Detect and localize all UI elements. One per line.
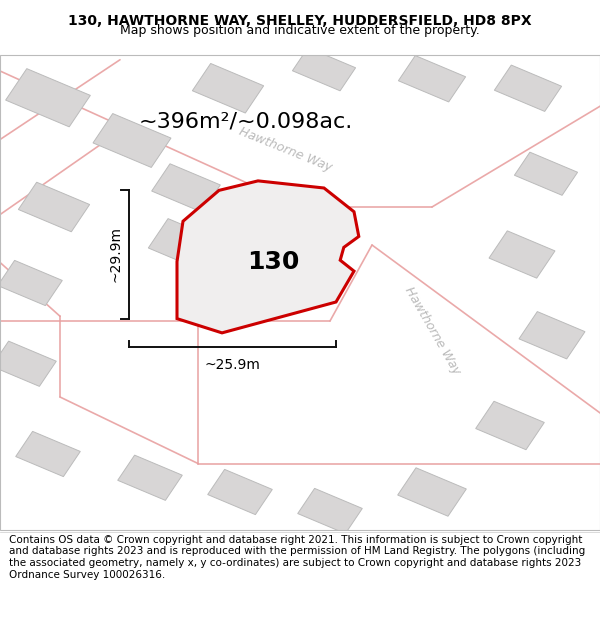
Polygon shape bbox=[0, 341, 56, 386]
Text: 130: 130 bbox=[247, 249, 299, 274]
Polygon shape bbox=[519, 312, 585, 359]
Polygon shape bbox=[398, 468, 466, 516]
Polygon shape bbox=[489, 231, 555, 278]
Polygon shape bbox=[5, 69, 91, 127]
Polygon shape bbox=[19, 182, 89, 232]
Polygon shape bbox=[93, 114, 171, 168]
Polygon shape bbox=[494, 65, 562, 111]
Polygon shape bbox=[476, 401, 544, 450]
Polygon shape bbox=[148, 219, 224, 271]
Polygon shape bbox=[292, 48, 356, 91]
Polygon shape bbox=[16, 431, 80, 477]
Text: Hawthorne Way: Hawthorne Way bbox=[401, 284, 463, 377]
Polygon shape bbox=[193, 64, 263, 113]
Text: Contains OS data © Crown copyright and database right 2021. This information is : Contains OS data © Crown copyright and d… bbox=[9, 535, 585, 579]
Polygon shape bbox=[298, 488, 362, 534]
Polygon shape bbox=[208, 469, 272, 514]
Text: ~396m²/~0.098ac.: ~396m²/~0.098ac. bbox=[139, 111, 353, 131]
Polygon shape bbox=[398, 56, 466, 102]
Text: 130, HAWTHORNE WAY, SHELLEY, HUDDERSFIELD, HD8 8PX: 130, HAWTHORNE WAY, SHELLEY, HUDDERSFIEL… bbox=[68, 14, 532, 28]
Polygon shape bbox=[0, 261, 62, 306]
Text: ~29.9m: ~29.9m bbox=[109, 226, 123, 282]
Polygon shape bbox=[177, 181, 359, 333]
Text: Map shows position and indicative extent of the property.: Map shows position and indicative extent… bbox=[120, 24, 480, 38]
Text: Hawthorne Way: Hawthorne Way bbox=[236, 126, 334, 174]
Text: ~25.9m: ~25.9m bbox=[205, 357, 260, 372]
Polygon shape bbox=[152, 164, 220, 212]
Polygon shape bbox=[514, 152, 578, 196]
Polygon shape bbox=[118, 455, 182, 501]
